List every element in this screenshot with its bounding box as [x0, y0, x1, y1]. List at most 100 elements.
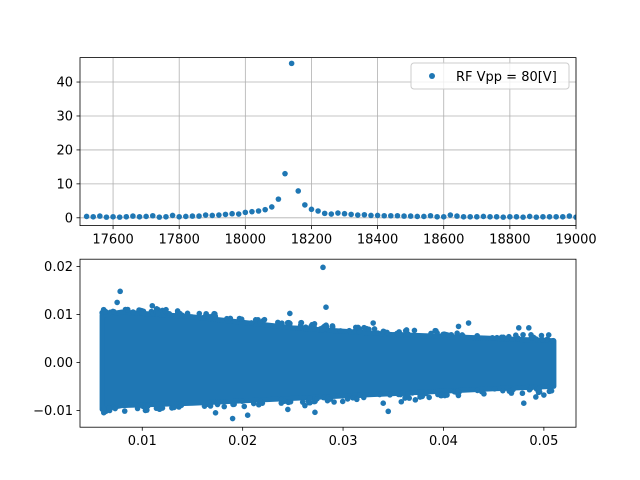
top-x-ticks: 17600 17800 18000 18200 18400 18600 18800 19000	[92, 225, 597, 248]
top-data-point	[526, 213, 533, 220]
bottom-cloud-edge-point	[539, 336, 546, 343]
top-data-point	[255, 208, 262, 214]
bottom-cloud-edge-point	[506, 388, 513, 394]
bottom-cloud-edge-point	[489, 335, 496, 341]
bottom-outlier-point	[149, 302, 156, 309]
bottom-cloud-edge-point	[257, 398, 264, 405]
bottom-cloud-edge-point	[355, 324, 361, 331]
top-data-point	[533, 214, 540, 220]
top-data-point	[83, 213, 90, 220]
bottom-outlier-point	[212, 410, 219, 416]
bottom-outlier-point	[323, 304, 329, 311]
top-y-tick-label: 10	[56, 177, 73, 192]
top-data-point	[97, 213, 103, 219]
top-data-point	[275, 196, 282, 202]
bottom-y-tick-label: 0.02	[44, 260, 73, 275]
bottom-cloud-edge-point	[402, 395, 408, 401]
bottom-cloud-edge-point	[528, 385, 534, 391]
bottom-x-tick-label: 0.03	[329, 434, 358, 449]
top-data-point	[434, 213, 440, 220]
bottom-cloud-edge-point	[145, 403, 151, 409]
bottom-cloud-edge-point	[178, 402, 185, 409]
bottom-cloud-edge-point	[346, 327, 353, 334]
legend: RF Vpp = 80[V]	[410, 62, 570, 90]
bottom-cloud-edge-point	[403, 327, 410, 333]
bottom-cloud-edge-point	[102, 308, 109, 315]
top-data-point	[573, 214, 576, 220]
top-data-point	[374, 212, 381, 219]
top-data-point	[328, 211, 335, 217]
bottom-cloud-edge-point	[112, 405, 118, 412]
bottom-cloud-edge-point	[360, 394, 367, 401]
top-x-tick-label: 17800	[159, 233, 200, 248]
top-data-point	[321, 210, 328, 217]
bottom-outlier-point	[302, 402, 308, 409]
bottom-cloud-edge-point	[513, 332, 519, 338]
bottom-outlier-point	[385, 408, 392, 415]
top-data-point	[302, 202, 308, 208]
bottom-cloud-edge-point	[440, 331, 447, 338]
bottom-cloud-edge-point	[423, 390, 429, 397]
bottom-x-ticks: 0.01 0.02 0.03 0.04 0.05	[128, 427, 558, 449]
bottom-cloud-edge-point	[252, 316, 259, 323]
top-data-point	[202, 212, 209, 218]
bottom-cloud-edge-point	[548, 388, 555, 394]
bottom-cloud-edge-point	[238, 316, 245, 323]
top-data-point	[388, 212, 394, 219]
top-data-point	[288, 60, 295, 67]
bottom-cloud-edge-point	[455, 388, 461, 394]
bottom-cloud-edge-point	[279, 320, 285, 327]
bottom-cloud-edge-point	[287, 398, 294, 405]
bottom-y-tick-label: 0.00	[44, 356, 73, 371]
bottom-cloud-edge-point	[520, 331, 526, 338]
bottom-cloud-edge-point	[155, 310, 161, 317]
bottom-outlier-point	[515, 325, 522, 331]
top-data-point	[546, 213, 553, 220]
top-data-point	[467, 213, 473, 220]
bottom-cloud-edge-point	[376, 391, 383, 398]
bottom-cloud-edge-point	[106, 405, 112, 412]
top-data-point	[229, 210, 235, 217]
bottom-cloud-edge-point	[111, 308, 117, 315]
top-axes-frame	[79, 57, 577, 226]
bottom-cloud-edge-point	[474, 332, 481, 339]
bottom-cloud-edge-point	[171, 404, 177, 411]
bottom-cloud-edge-point	[207, 403, 214, 409]
top-data-point	[235, 211, 242, 217]
bottom-outlier-point	[114, 299, 120, 306]
bottom-axes-frame	[79, 258, 577, 428]
bottom-outlier-points	[114, 264, 547, 422]
bottom-cloud-edge-point	[543, 337, 550, 343]
bottom-outlier-point	[412, 397, 419, 403]
bottom-cloud-edge-point	[302, 324, 309, 330]
top-data-point	[559, 213, 566, 220]
legend-box	[410, 62, 570, 90]
top-data-point	[348, 211, 354, 218]
bottom-cloud-edge-point	[550, 337, 557, 344]
bottom-cloud-edge-point	[491, 386, 498, 392]
top-data-point	[116, 214, 123, 220]
top-data-point	[169, 212, 176, 219]
bottom-outlier-point	[526, 325, 532, 331]
bottom-cloud-edge-point	[205, 313, 211, 320]
top-data-point	[103, 214, 110, 220]
top-data-point	[427, 212, 434, 219]
top-data-point	[474, 213, 480, 220]
legend-label: RF Vpp = 80[V]	[456, 70, 557, 85]
bottom-outlier-point	[520, 400, 527, 407]
top-data-point	[507, 213, 513, 220]
top-data-point	[341, 210, 348, 217]
top-data-point	[361, 211, 368, 218]
bottom-cloud-edge-point	[196, 310, 203, 317]
bottom-cloud-edge-point	[506, 333, 512, 340]
bottom-outlier-point	[285, 406, 291, 413]
bottom-outlier-point	[244, 412, 251, 419]
bottom-outlier-point	[312, 409, 318, 416]
bottom-cloud-edge-point	[460, 333, 467, 340]
top-x-tick-label: 18000	[225, 233, 266, 248]
top-data-point	[493, 213, 500, 220]
bottom-cloud-edge-point	[337, 328, 344, 334]
bottom-cloud-edge-point	[141, 310, 147, 317]
top-data-point	[183, 213, 189, 220]
